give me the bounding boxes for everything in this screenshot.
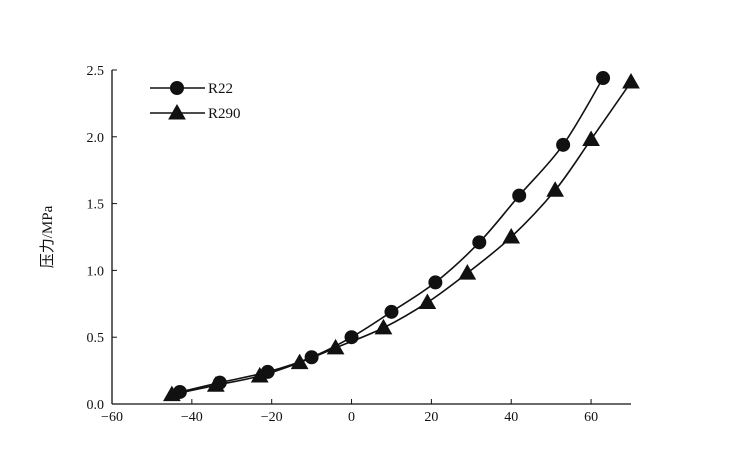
data-point xyxy=(546,181,565,197)
x-tick-label: −40 xyxy=(181,410,203,425)
x-tick-label: 40 xyxy=(504,410,518,425)
data-point xyxy=(596,71,611,86)
data-point xyxy=(374,318,393,335)
legend-item: R22 xyxy=(150,81,233,97)
data-point xyxy=(512,188,527,203)
legend: R22 R290 xyxy=(150,81,241,122)
legend-label: R290 xyxy=(208,106,241,122)
y-axis-label: 压力/MPa xyxy=(39,205,56,268)
legend-marker xyxy=(168,103,186,120)
legend-item: R290 xyxy=(150,103,241,122)
data-point xyxy=(206,376,225,392)
data-point xyxy=(250,366,269,383)
data-point xyxy=(502,227,521,244)
series-r290 xyxy=(163,73,640,402)
y-tick-label: 1.0 xyxy=(87,264,105,279)
data-point xyxy=(428,275,443,290)
data-point xyxy=(384,304,399,319)
data-point xyxy=(326,338,345,355)
data-point xyxy=(163,385,181,402)
legend-label: R22 xyxy=(208,81,233,97)
data-point xyxy=(458,264,477,280)
x-tick-label: 0 xyxy=(348,410,355,425)
y-tick-label: 1.5 xyxy=(87,198,105,213)
x-tick-label: −60 xyxy=(101,410,123,425)
series-r22 xyxy=(172,71,611,399)
y-tick-label: 2.0 xyxy=(87,131,105,146)
axes xyxy=(111,70,631,405)
x-tick-label: 20 xyxy=(424,410,438,425)
legend-marker xyxy=(170,81,184,95)
x-tick-label: −20 xyxy=(261,410,283,425)
data-point xyxy=(622,73,640,89)
y-tick-label: 0.0 xyxy=(87,398,105,413)
data-point xyxy=(582,130,600,146)
ticks: −60 −40 −20 0 20 40 60 0.0 0.5 1.0 1.5 2.0 2.5 xyxy=(87,64,599,425)
data-point xyxy=(556,137,571,152)
series-line xyxy=(171,81,632,396)
series-layer xyxy=(163,71,640,402)
x-tick-label: 60 xyxy=(584,410,598,425)
series-line xyxy=(179,77,604,393)
y-tick-label: 2.5 xyxy=(87,64,105,79)
data-point xyxy=(290,353,309,370)
data-point xyxy=(472,235,487,250)
y-tick-label: 0.5 xyxy=(87,331,105,346)
data-point xyxy=(418,293,437,309)
